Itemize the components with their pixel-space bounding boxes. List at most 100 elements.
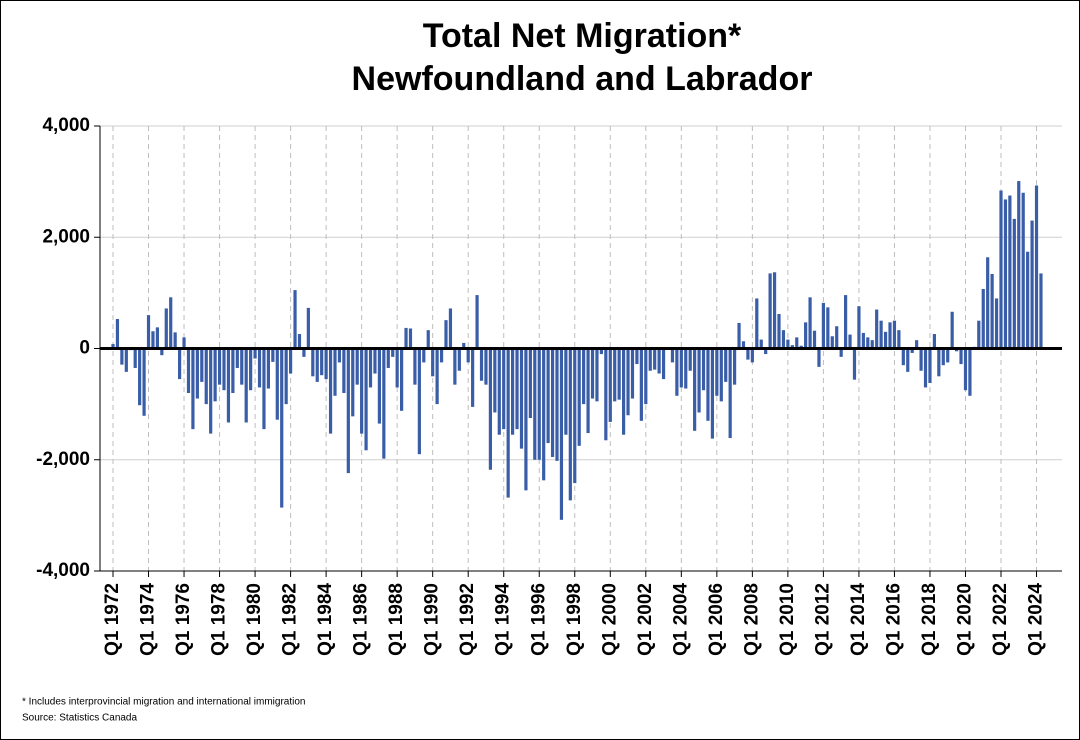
- bar: [710, 348, 714, 439]
- bar: [226, 348, 231, 423]
- bar: [999, 190, 1003, 349]
- bar: [786, 339, 790, 349]
- bar: [320, 348, 324, 376]
- footnote: * Includes interprovincial migration and…: [22, 697, 305, 708]
- bar: [360, 348, 364, 434]
- bar: [297, 334, 302, 349]
- bar: [852, 348, 857, 380]
- bar: [351, 348, 355, 417]
- x-tick-label: Q1 2012: [812, 583, 833, 656]
- bar: [835, 326, 839, 349]
- bar: [559, 348, 564, 520]
- bar: [586, 348, 590, 434]
- bar: [790, 345, 794, 349]
- x-tick-label: Q1 2024: [1026, 583, 1047, 656]
- y-tick-label: 4,000: [42, 115, 90, 136]
- bar: [768, 273, 772, 349]
- x-tick-label: Q1 2020: [954, 583, 975, 656]
- bar: [706, 348, 710, 421]
- bar: [986, 257, 990, 349]
- bar: [883, 331, 888, 349]
- bar: [755, 298, 759, 349]
- bar: [568, 348, 572, 501]
- bar: [777, 314, 781, 349]
- bar: [431, 348, 435, 377]
- bar: [701, 348, 706, 391]
- bar: [573, 348, 577, 484]
- bar: [484, 348, 488, 385]
- bar: [870, 340, 874, 349]
- bar: [533, 348, 537, 460]
- bar: [306, 307, 310, 349]
- chart-title: Total Net Migration*: [423, 17, 742, 55]
- bar: [493, 348, 497, 413]
- x-tick-label: Q1 1986: [351, 583, 372, 656]
- bar: [182, 337, 186, 349]
- bar: [719, 348, 723, 402]
- bar: [804, 322, 808, 349]
- bar: [555, 348, 559, 461]
- bar: [124, 348, 128, 372]
- bar: [981, 288, 985, 349]
- bar: [151, 331, 155, 349]
- bar: [812, 330, 817, 349]
- bar: [564, 348, 568, 435]
- bar: [173, 332, 177, 349]
- bar: [901, 348, 905, 366]
- bar: [590, 348, 595, 399]
- bar: [328, 348, 333, 434]
- bar: [617, 348, 621, 400]
- x-tick-label: Q1 1980: [244, 583, 265, 656]
- x-tick-label: Q1 2004: [670, 583, 691, 656]
- bar: [653, 348, 657, 370]
- bar: [932, 334, 936, 349]
- bar: [808, 297, 812, 349]
- bar: [195, 348, 199, 399]
- bar: [404, 327, 408, 349]
- bar: [613, 348, 617, 402]
- bar: [950, 311, 954, 349]
- bar: [741, 341, 746, 349]
- bar: [160, 348, 164, 356]
- bar: [302, 348, 306, 357]
- bar: [626, 348, 630, 416]
- bar: [910, 348, 914, 353]
- bar: [595, 348, 599, 402]
- bar: [417, 348, 421, 455]
- bar: [528, 348, 532, 419]
- bar: [848, 334, 852, 349]
- bar: [968, 348, 972, 396]
- bar: [337, 348, 342, 363]
- bar: [249, 348, 253, 391]
- bar: [142, 348, 146, 416]
- bar: [928, 348, 932, 383]
- bar: [861, 332, 865, 349]
- bar: [164, 308, 168, 349]
- bar: [178, 348, 182, 380]
- x-tick-label: Q1 1998: [564, 583, 585, 656]
- x-tick-label: Q1 1988: [386, 583, 407, 656]
- bar: [115, 319, 120, 349]
- bar: [844, 295, 848, 349]
- x-tick-label: Q1 2010: [777, 583, 798, 656]
- bar: [284, 348, 288, 405]
- bar: [240, 348, 244, 385]
- bar: [391, 348, 395, 357]
- bar: [577, 348, 581, 446]
- chart-subtitle: Newfoundland and Labrador: [352, 60, 813, 98]
- bar: [875, 309, 879, 349]
- bar: [515, 348, 519, 430]
- bar: [222, 348, 226, 391]
- x-tick-label: Q1 1994: [493, 583, 514, 656]
- bar: [213, 348, 217, 402]
- bar: [1039, 273, 1043, 349]
- bar: [1034, 185, 1039, 349]
- bar: [715, 348, 719, 396]
- bar: [138, 348, 142, 406]
- bar: [781, 330, 786, 349]
- x-tick-label: Q1 1976: [173, 583, 194, 656]
- bar: [373, 348, 377, 374]
- bar: [1003, 199, 1008, 349]
- bar: [324, 348, 328, 380]
